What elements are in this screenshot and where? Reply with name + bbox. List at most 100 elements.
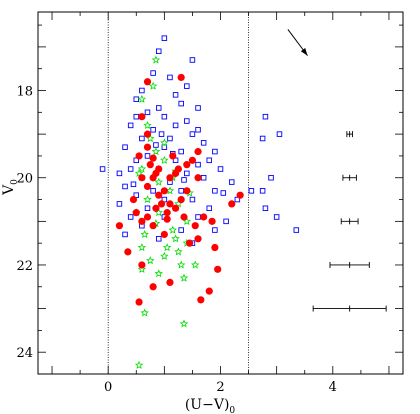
data-point-circle bbox=[163, 209, 171, 217]
data-point-circle bbox=[138, 174, 146, 182]
data-point-star bbox=[168, 225, 177, 234]
data-point-circle bbox=[135, 152, 143, 160]
plot-frame bbox=[37, 11, 404, 375]
data-point-circle bbox=[146, 161, 154, 169]
data-point-circle bbox=[194, 174, 202, 182]
data-point-square bbox=[206, 205, 213, 212]
data-point-square bbox=[184, 83, 190, 89]
data-point-square bbox=[262, 205, 269, 212]
data-point-circle bbox=[211, 243, 219, 252]
data-point-star bbox=[140, 308, 149, 317]
data-point-star bbox=[174, 247, 183, 256]
data-point-star bbox=[151, 147, 161, 156]
x-tick-label: 2 bbox=[216, 380, 224, 395]
data-point-square bbox=[153, 142, 159, 148]
data-point-square bbox=[99, 166, 106, 172]
data-point-circle bbox=[143, 78, 152, 86]
data-point-square bbox=[273, 214, 280, 220]
data-point-circle bbox=[132, 209, 140, 217]
data-point-circle bbox=[183, 187, 191, 195]
data-point-square bbox=[181, 177, 187, 183]
plot-content bbox=[99, 12, 387, 374]
data-point-circle bbox=[143, 143, 152, 151]
data-point-star bbox=[162, 243, 172, 252]
data-point-square bbox=[167, 135, 173, 142]
data-point-square bbox=[116, 201, 123, 207]
data-point-square bbox=[144, 109, 151, 116]
data-point-circle bbox=[236, 191, 244, 199]
data-point-star bbox=[151, 55, 161, 64]
data-point-star bbox=[137, 164, 147, 173]
data-point-square bbox=[259, 135, 266, 142]
data-point-circle bbox=[160, 230, 168, 239]
data-point-square bbox=[178, 227, 184, 233]
data-point-square bbox=[122, 183, 128, 190]
data-point-square bbox=[150, 127, 156, 133]
data-point-circle bbox=[152, 204, 160, 212]
data-point-star bbox=[154, 177, 163, 186]
data-point-star bbox=[154, 269, 163, 278]
data-point-square bbox=[161, 113, 168, 120]
data-point-circle bbox=[197, 296, 205, 304]
data-point-star bbox=[137, 264, 147, 273]
data-point-circle bbox=[188, 156, 197, 164]
data-point-square bbox=[184, 170, 190, 177]
data-point-square bbox=[161, 35, 168, 41]
data-point-square bbox=[293, 227, 300, 233]
data-point-square bbox=[178, 148, 184, 155]
x-tick-label: 0 bbox=[104, 380, 112, 395]
data-point-square bbox=[127, 214, 134, 220]
y-axis-label: V0 bbox=[1, 179, 20, 196]
data-point-circle bbox=[191, 222, 199, 230]
data-point-circle bbox=[214, 265, 222, 273]
data-point-star bbox=[191, 260, 200, 269]
data-point-circle bbox=[186, 239, 194, 247]
data-point-circle bbox=[135, 298, 143, 306]
data-point-circle bbox=[138, 261, 146, 269]
data-point-square bbox=[268, 174, 274, 181]
x-tick-label: 4 bbox=[329, 380, 337, 395]
data-point-circle bbox=[205, 287, 213, 295]
data-point-circle bbox=[200, 213, 208, 221]
data-point-square bbox=[150, 70, 156, 76]
data-point-star bbox=[160, 251, 169, 260]
data-point-square bbox=[155, 48, 162, 55]
data-point-circle bbox=[183, 161, 191, 169]
data-point-square bbox=[133, 96, 140, 102]
data-point-square bbox=[172, 92, 179, 98]
y-tick-label: 18 bbox=[16, 85, 33, 100]
reddening-arrow-head bbox=[300, 47, 308, 56]
error-bar bbox=[329, 261, 370, 268]
data-point-square bbox=[144, 153, 151, 159]
data-point-circle bbox=[166, 278, 174, 287]
data-point-star bbox=[146, 256, 155, 265]
data-point-star bbox=[148, 81, 158, 90]
data-point-square bbox=[184, 118, 190, 124]
data-point-square bbox=[172, 122, 179, 129]
data-point-star bbox=[137, 243, 147, 252]
data-point-circle bbox=[228, 200, 236, 208]
data-point-star bbox=[143, 195, 152, 204]
data-point-circle bbox=[169, 152, 177, 160]
data-point-square bbox=[178, 188, 184, 194]
y-tick-label: 22 bbox=[16, 259, 33, 274]
data-point-star bbox=[134, 168, 144, 177]
data-point-circle bbox=[155, 165, 163, 173]
data-point-circle bbox=[171, 204, 180, 212]
data-point-circle bbox=[155, 191, 163, 199]
data-point-star bbox=[134, 360, 144, 369]
data-point-square bbox=[195, 105, 201, 111]
data-point-star bbox=[171, 234, 180, 243]
data-point-circle bbox=[157, 200, 166, 208]
data-point-star bbox=[160, 138, 169, 147]
data-point-square bbox=[248, 188, 255, 194]
data-point-square bbox=[150, 188, 156, 194]
y-tick-label: 20 bbox=[16, 172, 33, 187]
data-point-star bbox=[143, 120, 152, 129]
data-point-circle bbox=[143, 213, 152, 221]
data-point-circle bbox=[171, 169, 180, 177]
data-point-square bbox=[155, 236, 162, 242]
data-point-square bbox=[200, 140, 207, 146]
data-point-square bbox=[144, 205, 151, 212]
